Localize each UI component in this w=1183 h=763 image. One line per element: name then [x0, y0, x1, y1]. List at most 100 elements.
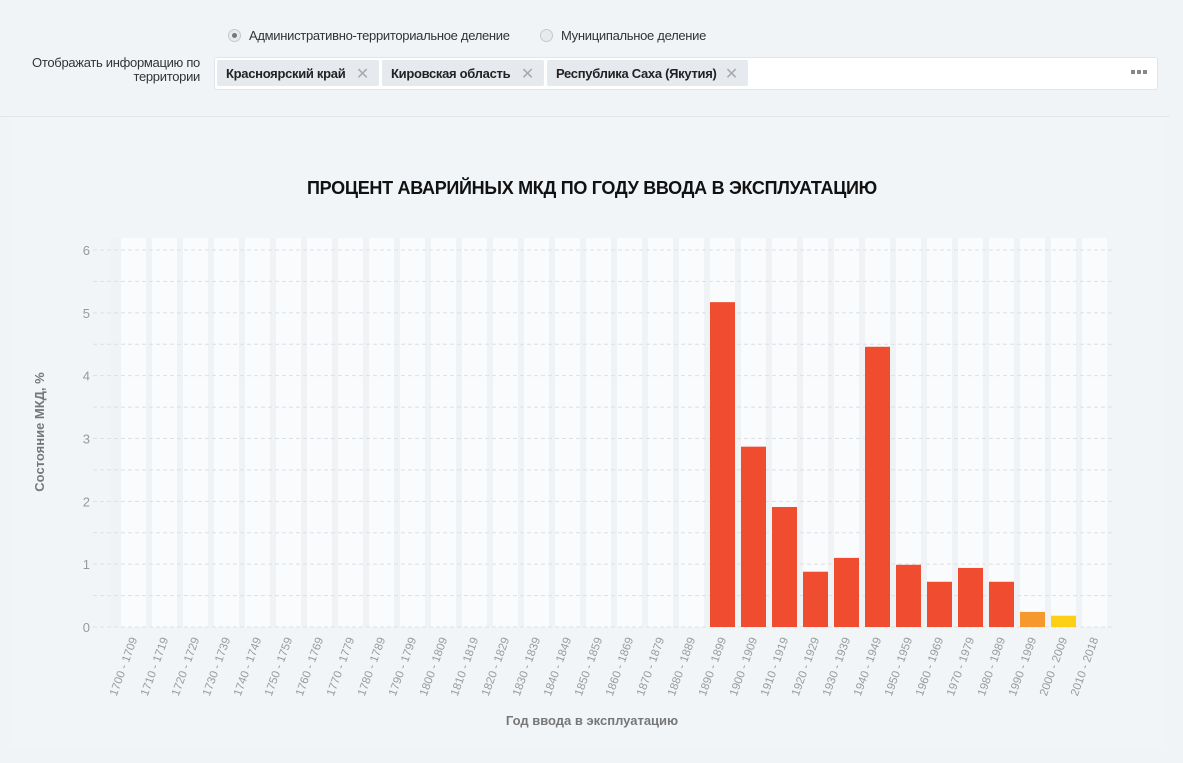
column-band: [1051, 238, 1076, 627]
bar: [927, 581, 952, 627]
x-tick-label: 1960 - 1969: [914, 636, 946, 698]
bar: [958, 567, 983, 627]
y-tick-label: 3: [83, 432, 90, 447]
bar: [803, 571, 828, 627]
close-icon[interactable]: ✕: [724, 66, 738, 83]
y-tick-label: 6: [83, 243, 90, 258]
x-tick-label: 1840 - 1849: [542, 636, 574, 698]
tag-label: Кировская область: [391, 65, 511, 81]
filter-panel: Административно-территориальное деление …: [0, 0, 1170, 117]
column-band: [369, 238, 394, 627]
x-tick-label: 1810 - 1819: [449, 636, 481, 698]
x-tick-label: 1990 - 1999: [1007, 636, 1039, 698]
column-band: [958, 238, 983, 627]
y-tick-label: 2: [83, 494, 90, 509]
x-tick-label: 1860 - 1869: [604, 636, 636, 698]
column-band: [648, 238, 673, 627]
radio-admin-division[interactable]: Административно-территориальное деление: [228, 28, 510, 43]
x-tick-label: 1750 - 1759: [263, 636, 295, 698]
column-band: [927, 238, 952, 627]
column-band: [338, 238, 363, 627]
column-band: [400, 238, 425, 627]
x-axis-label: Год ввода в эксплуатацию: [506, 713, 678, 728]
column-band: [989, 238, 1014, 627]
x-tick-label: 1830 - 1839: [511, 636, 543, 698]
bar: [741, 446, 766, 627]
territory-tag: Республика Саха (Якутия) ✕: [547, 60, 748, 86]
column-band: [1020, 238, 1045, 627]
x-tick-label: 1940 - 1949: [852, 636, 884, 698]
chart-panel: 0 1 2 3 4 5 6 1700 - 1709 1710 - 1719 1720 - 1729…: [10, 117, 1165, 747]
column-band: [524, 238, 549, 627]
ellipsis-icon[interactable]: [1131, 70, 1147, 74]
column-band: [214, 238, 239, 627]
bar: [710, 302, 735, 627]
column-band: [276, 238, 301, 627]
close-icon[interactable]: ✕: [520, 66, 534, 83]
column-band: [896, 238, 921, 627]
x-tick-label: 1870 - 1879: [635, 636, 667, 698]
column-band: [183, 238, 208, 627]
column-band: [307, 238, 332, 627]
y-tick-label: 5: [83, 306, 90, 321]
y-tick-label: 0: [83, 620, 90, 635]
x-tick-label: 1900 - 1909: [728, 636, 760, 698]
y-tick-label: 4: [83, 369, 90, 384]
x-tick-label: 1760 - 1769: [294, 636, 326, 698]
y-axis-label: Состояние МКД, %: [32, 372, 47, 492]
x-tick-label: 1720 - 1729: [170, 636, 202, 698]
x-tick-label: 1730 - 1739: [201, 636, 233, 698]
close-icon[interactable]: ✕: [355, 66, 369, 83]
column-band: [586, 238, 611, 627]
x-tick-label: 1850 - 1859: [573, 636, 605, 698]
bar: [1051, 615, 1076, 627]
bar: [989, 581, 1014, 627]
radio-selected-icon: [228, 29, 241, 42]
column-band: [152, 238, 177, 627]
column-band: [493, 238, 518, 627]
tag-label: Республика Саха (Якутия): [556, 65, 717, 81]
x-tick-label: 1920 - 1929: [790, 636, 822, 698]
bar: [1020, 611, 1045, 627]
territory-tag: Кировская область ✕: [382, 60, 544, 86]
x-tick-label: 2010 - 2018: [1069, 636, 1101, 698]
column-band: [617, 238, 642, 627]
radio-label: Муниципальное деление: [561, 28, 707, 43]
x-tick-label: 1710 - 1719: [139, 636, 171, 698]
x-tick-label: 1970 - 1979: [945, 636, 977, 698]
column-band: [431, 238, 456, 627]
tag-label: Красноярский край: [226, 65, 346, 81]
x-tick-label: 1800 - 1809: [418, 636, 450, 698]
x-tick-label: 1700 - 1709: [108, 636, 140, 698]
x-tick-label: 1980 - 1989: [976, 636, 1008, 698]
x-tick-label: 1820 - 1829: [480, 636, 512, 698]
x-tick-label: 1890 - 1899: [697, 636, 729, 698]
column-band: [555, 238, 580, 627]
x-tick-label: 1770 - 1779: [325, 636, 357, 698]
bar: [865, 346, 890, 627]
x-tick-label: 2000 - 2009: [1038, 636, 1070, 698]
bar: [772, 506, 797, 627]
column-band: [803, 238, 828, 627]
radio-label: Административно-территориальное деление: [249, 28, 510, 43]
chart-title: ПРОЦЕНТ АВАРИЙНЫХ МКД ПО ГОДУ ВВОДА В ЭК…: [307, 177, 877, 198]
radio-municipal-division[interactable]: Муниципальное деление: [540, 28, 706, 43]
x-tick-label: 1780 - 1789: [356, 636, 388, 698]
column-band: [1082, 238, 1107, 627]
radio-unselected-icon: [540, 29, 553, 42]
column-band: [121, 238, 146, 627]
x-tick-label: 1930 - 1939: [821, 636, 853, 698]
column-band: [245, 238, 270, 627]
bar: [834, 557, 859, 627]
territory-select[interactable]: Красноярский край ✕ Кировская область ✕ …: [214, 57, 1158, 90]
x-tick-label: 1880 - 1889: [666, 636, 698, 698]
x-tick-label: 1790 - 1799: [387, 636, 419, 698]
x-tick-label: 1950 - 1959: [883, 636, 915, 698]
y-tick-label: 1: [83, 557, 90, 572]
column-band: [462, 238, 487, 627]
x-tick-label: 1910 - 1919: [759, 636, 791, 698]
bar: [896, 564, 921, 627]
column-band: [679, 238, 704, 627]
x-tick-label: 1740 - 1749: [232, 636, 264, 698]
